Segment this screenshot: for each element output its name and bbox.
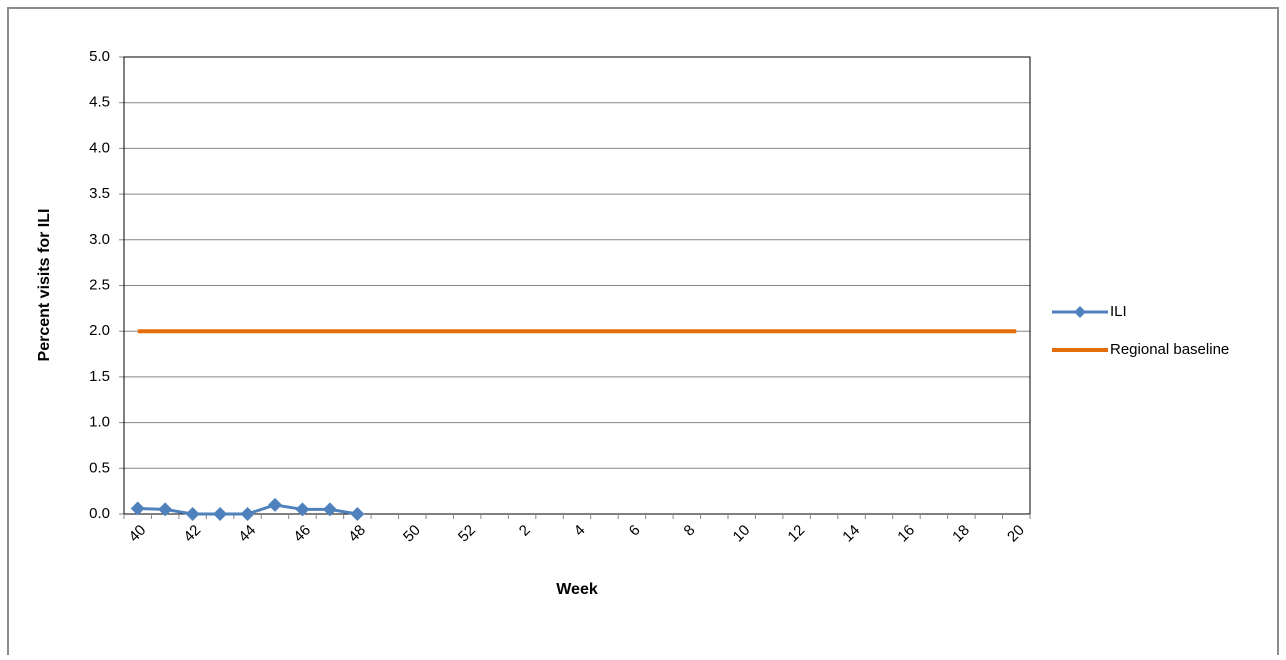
y-tick-label: 4.0: [89, 139, 110, 156]
plot-border: [123, 56, 1031, 515]
data-point: [322, 502, 337, 517]
data-point: [268, 497, 282, 512]
y-tick-label: 0.0: [89, 505, 110, 522]
legend-label: Regional baseline: [1110, 341, 1229, 358]
data-point: [295, 502, 310, 517]
data-point: [158, 502, 173, 517]
y-tick-label: 4.5: [89, 94, 110, 111]
y-tick-label: 2.5: [89, 276, 110, 293]
data-point: [240, 507, 255, 521]
y-axis-title: Percent visits for ILI: [36, 209, 53, 362]
y-tick-label: 3.5: [89, 185, 110, 202]
y-tick-label: 5.0: [89, 48, 110, 65]
data-point: [213, 507, 228, 521]
x-axis-title: Week: [556, 581, 598, 598]
y-tick-label: 2.0: [89, 322, 110, 339]
data-point: [130, 501, 145, 516]
legend-marker: [1074, 306, 1086, 318]
chart-frame: [7, 7, 1279, 660]
y-tick-label: 0.5: [89, 459, 110, 476]
y-tick-label: 3.0: [89, 231, 110, 248]
y-tick-label: 1.0: [89, 414, 110, 431]
y-tick-label: 1.5: [89, 368, 110, 385]
legend-label: ILI: [1110, 303, 1127, 320]
data-point: [350, 507, 365, 521]
data-point: [185, 507, 200, 521]
